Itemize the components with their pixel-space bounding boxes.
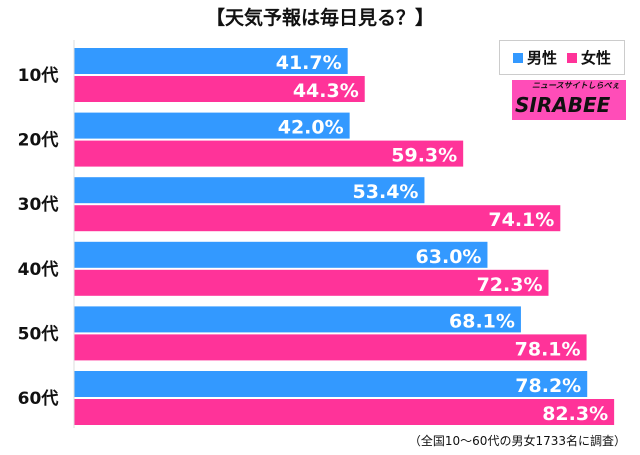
bar-male	[74, 177, 425, 204]
category-label: 50代	[18, 323, 59, 344]
data-label: 72.3%	[477, 274, 543, 296]
category-label: 30代	[18, 194, 59, 215]
bar-male	[74, 48, 348, 74]
data-label: 42.0%	[278, 117, 344, 139]
data-label: 41.7%	[276, 52, 342, 74]
category-label: 10代	[18, 65, 59, 86]
data-label: 68.1%	[449, 310, 515, 332]
bar-male	[74, 371, 588, 397]
legend: 男性 女性	[499, 40, 625, 75]
logo-text: SIRABEE	[515, 93, 611, 117]
category-label: 60代	[18, 388, 59, 409]
legend-item-female: 女性	[567, 49, 611, 67]
bar-female	[74, 76, 365, 102]
bar-female	[74, 399, 615, 425]
data-label: 78.1%	[515, 338, 581, 360]
bar-female	[74, 205, 561, 232]
category-label: 20代	[18, 130, 59, 151]
legend-swatch-female	[567, 53, 577, 63]
sirabee-logo: ニュースサイトしらべぇ SIRABEE	[512, 80, 626, 120]
bar-female	[74, 334, 587, 361]
data-label: 74.1%	[488, 209, 554, 231]
data-label: 78.2%	[515, 375, 581, 397]
data-label: 59.3%	[391, 145, 457, 167]
logo-tagline: ニュースサイトしらべぇ	[532, 81, 620, 90]
data-label: 63.0%	[416, 246, 482, 268]
bar-female	[74, 269, 549, 296]
bar-male	[74, 306, 521, 333]
legend-swatch-male	[512, 53, 523, 63]
data-label: 82.3%	[542, 403, 608, 425]
bar-male	[74, 241, 488, 268]
category-label: 40代	[18, 259, 59, 280]
bar-female	[74, 140, 464, 167]
legend-item-male: 男性	[512, 49, 557, 67]
footnote: （全国10～60代の男女1733名に調査）	[408, 434, 626, 448]
data-label: 53.4%	[353, 181, 419, 203]
chart-title: 【天気予報は毎日見る？】	[205, 7, 434, 29]
bar-male	[74, 112, 350, 139]
data-label: 44.3%	[293, 80, 359, 102]
